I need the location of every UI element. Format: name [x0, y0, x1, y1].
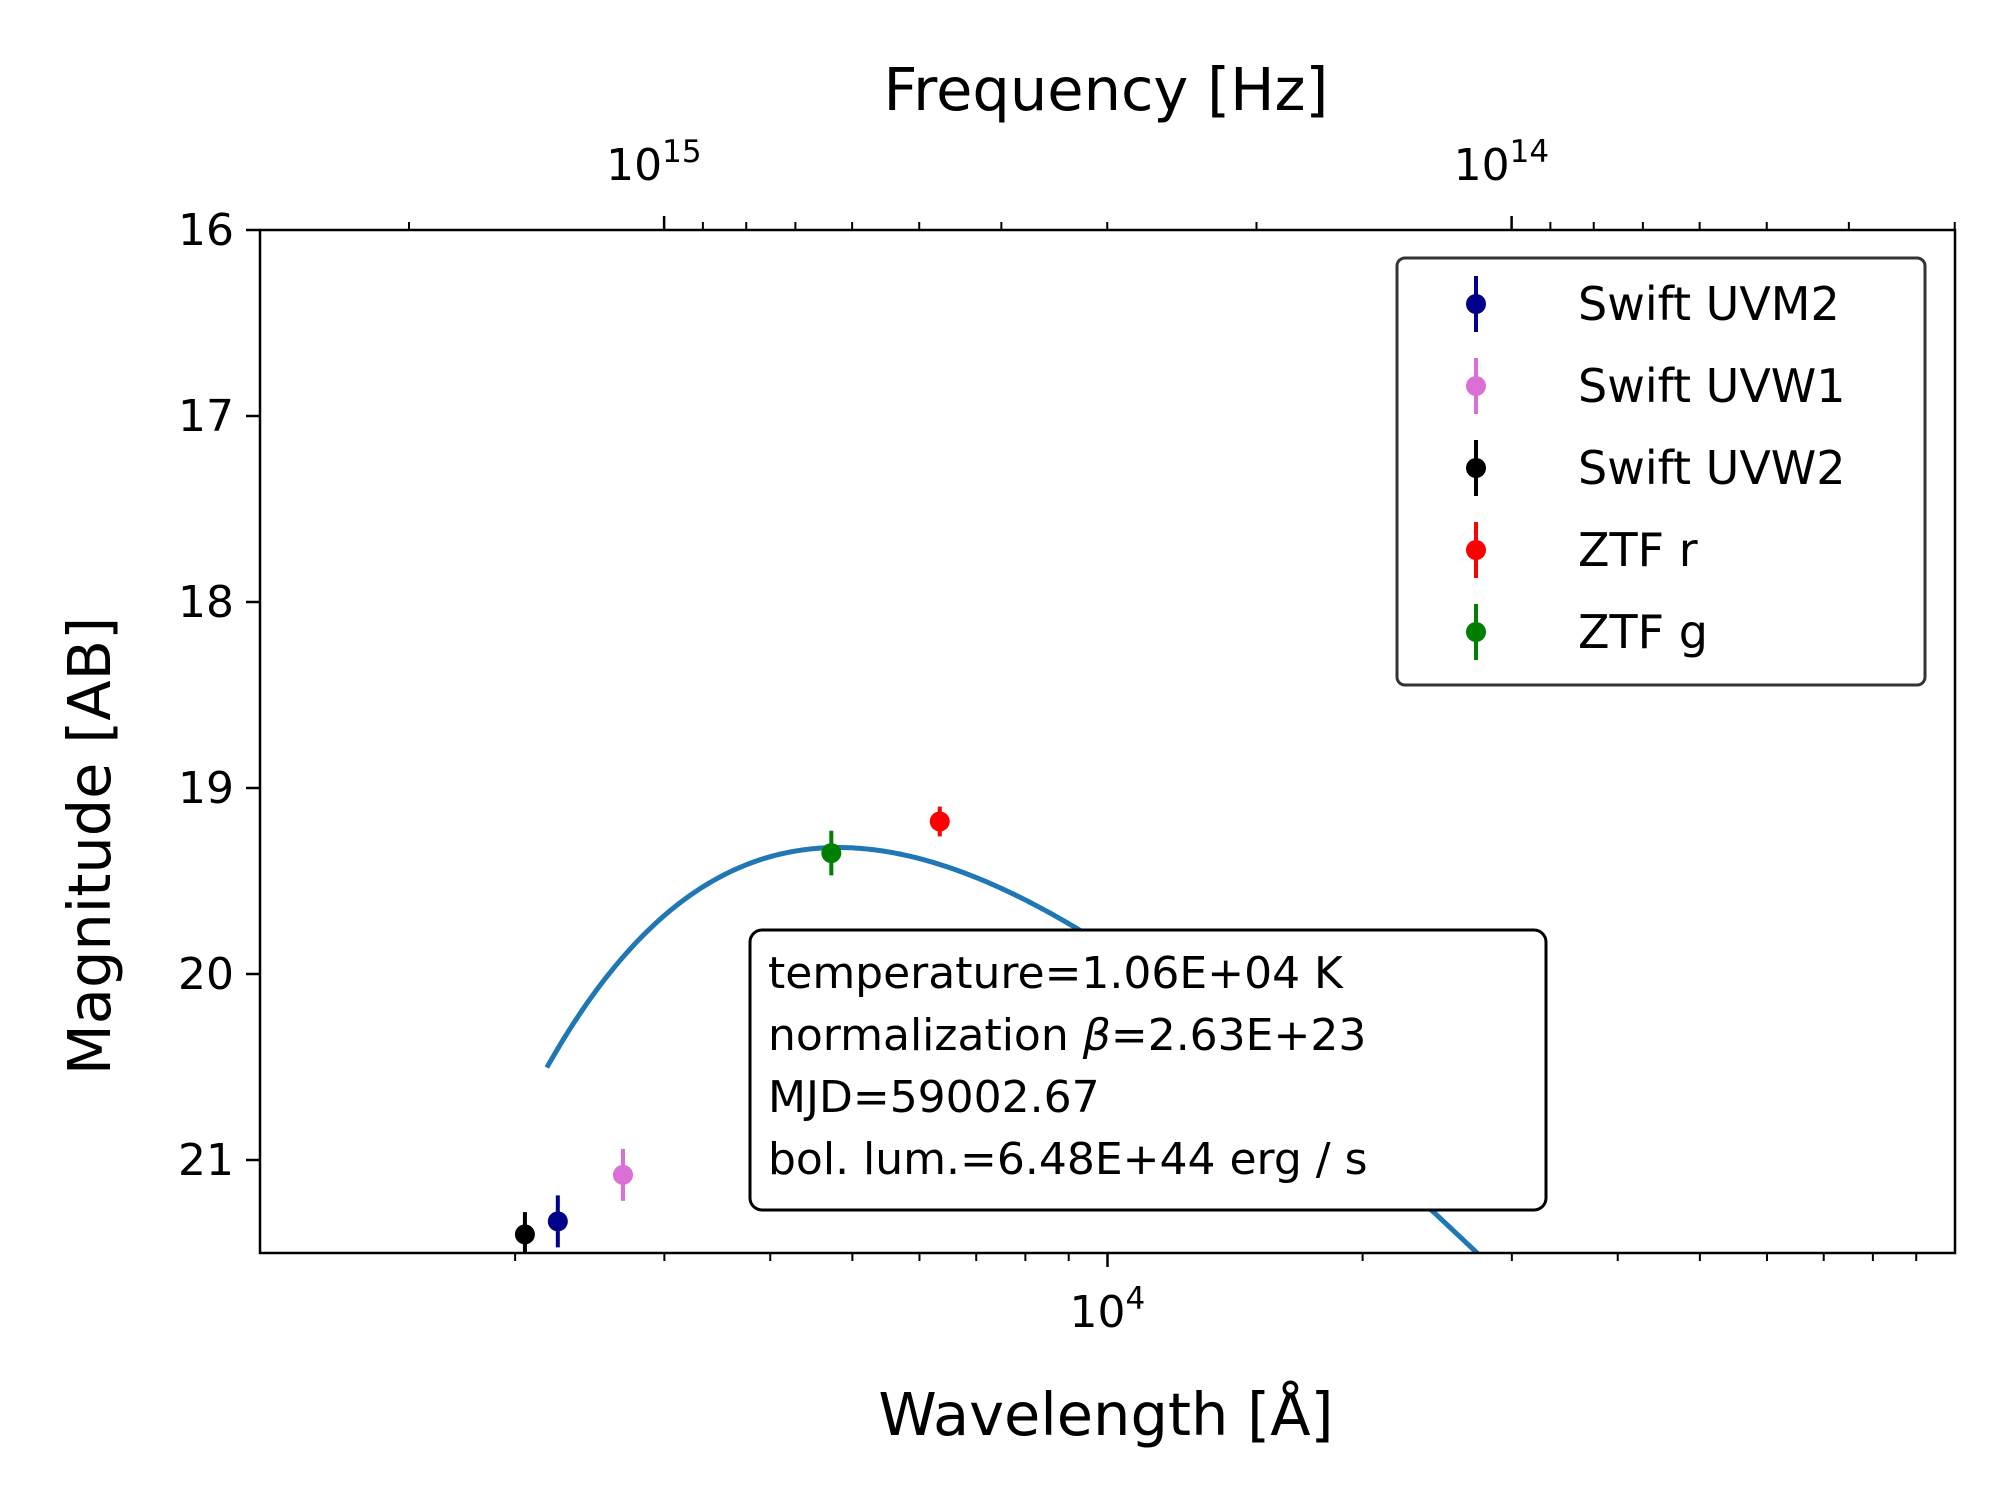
info-box-frame [748, 928, 1548, 1212]
legend-label: Swift UVW1 [1578, 359, 1846, 413]
legend: Swift UVM2 Swift UVW1 Swift UVW2 ZTF r ZTF g [1395, 256, 1927, 687]
data-marker [821, 843, 842, 864]
legend-entry: ZTF g [1466, 604, 1708, 660]
data-point [547, 1195, 568, 1248]
data-marker [929, 811, 950, 832]
legend-marker [1466, 622, 1486, 642]
info-line: bol. lum.=6.48E+44 erg / s [768, 1134, 1368, 1185]
y-tick-label: 20 [178, 949, 234, 1000]
info-line: MJD=59002.67 [768, 1072, 1100, 1123]
data-marker [514, 1224, 535, 1245]
y-tick-label: 19 [178, 763, 234, 814]
legend-label: Swift UVM2 [1578, 277, 1840, 331]
x-axis-title: Wavelength [Å] [878, 1380, 1333, 1449]
legend-label: ZTF r [1578, 523, 1698, 577]
y-tick-label: 16 [178, 205, 234, 256]
legend-box [1395, 256, 1927, 687]
data-points-layer [514, 806, 950, 1253]
data-point [514, 1212, 535, 1253]
info-box: temperature=1.06E+04 K normalization β=2.… [748, 928, 1548, 1212]
data-point [612, 1148, 633, 1201]
x2-axis-title: Frequency [Hz] [884, 55, 1329, 124]
axes: 16 17 18 19 20 21 104 1015 1014 [178, 134, 1956, 1338]
legend-entry: Swift UVM2 [1466, 276, 1840, 332]
legend-entry: ZTF r [1466, 522, 1698, 578]
legend-entry: Swift UVW1 [1466, 358, 1846, 414]
y-axis-title: Magnitude [AB] [55, 617, 124, 1075]
y-tick-label: 17 [178, 391, 234, 442]
x-tick-label: 104 [1070, 1281, 1146, 1338]
data-point [821, 830, 842, 876]
info-line: normalization β=2.63E+23 [768, 1010, 1366, 1061]
legend-marker [1466, 540, 1486, 560]
data-marker [547, 1211, 568, 1232]
plot-frame [258, 228, 1957, 1255]
legend-label: Swift UVW2 [1578, 441, 1846, 495]
x2-tick-label: 1014 [1454, 134, 1549, 191]
legend-entry: Swift UVW2 [1466, 440, 1846, 496]
data-point [929, 806, 950, 837]
legend-marker [1466, 458, 1486, 478]
plot-frame-layer [258, 228, 1957, 1255]
legend-marker [1466, 376, 1486, 396]
y-tick-label: 18 [178, 577, 234, 628]
data-marker [612, 1164, 633, 1185]
legend-marker [1466, 294, 1486, 314]
info-line: temperature=1.06E+04 K [768, 948, 1344, 999]
legend-label: ZTF g [1578, 605, 1708, 659]
x2-tick-label: 1015 [606, 134, 701, 191]
y-tick-label: 21 [178, 1135, 234, 1186]
